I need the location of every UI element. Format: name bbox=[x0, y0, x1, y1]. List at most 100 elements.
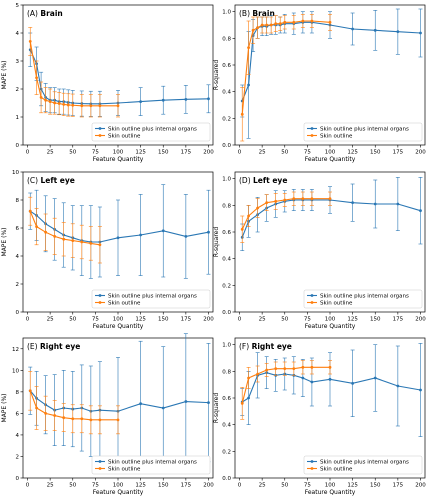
legend-entry: Skin outline bbox=[320, 301, 353, 307]
data-point bbox=[283, 198, 287, 202]
legend-swatch-marker bbox=[98, 460, 102, 463]
legend-swatch-marker bbox=[310, 301, 314, 304]
data-point bbox=[98, 243, 102, 247]
legend-entry: Skin outline bbox=[108, 134, 141, 140]
panel-F: 0 25 50 75 100 125 150 175 200 0.0 0.2 0.4 0.6 0.8 1.0… bbox=[213, 337, 426, 496]
data-point bbox=[260, 23, 264, 27]
y-tick-label: 1.0 bbox=[222, 177, 231, 183]
data-point bbox=[251, 28, 255, 32]
legend-box bbox=[303, 289, 423, 309]
y-axis-label: R-squared bbox=[213, 227, 220, 258]
y-tick-label: 0.4 bbox=[222, 423, 231, 429]
y-axis-label: MAPE (%) bbox=[1, 394, 8, 423]
y-tick-label: 0.4 bbox=[222, 257, 231, 263]
data-point bbox=[274, 199, 278, 203]
legend-box bbox=[91, 289, 211, 309]
series-line bbox=[241, 20, 331, 115]
x-tick-label: 200 bbox=[415, 317, 426, 323]
data-point bbox=[269, 23, 273, 27]
x-tick-label: 150 bbox=[370, 150, 381, 156]
y-tick-label: 0.2 bbox=[222, 449, 231, 455]
legend-box bbox=[303, 122, 423, 142]
data-point bbox=[80, 240, 84, 244]
data-point bbox=[44, 230, 48, 234]
x-tick-label: 200 bbox=[415, 483, 426, 489]
series-line bbox=[29, 210, 209, 243]
data-point bbox=[292, 197, 296, 201]
data-point bbox=[71, 417, 75, 421]
legend-swatch-marker bbox=[98, 467, 102, 470]
series-skin-outline-plus-internal-organs bbox=[240, 343, 423, 437]
data-point bbox=[62, 103, 66, 106]
data-point bbox=[98, 418, 102, 422]
panel-title-letter: (E) bbox=[27, 342, 40, 351]
data-point bbox=[28, 209, 32, 213]
data-point bbox=[373, 376, 377, 380]
x-tick-label: 150 bbox=[370, 317, 381, 323]
x-tick-label: 0 bbox=[238, 483, 242, 489]
data-point bbox=[283, 367, 287, 371]
data-point bbox=[207, 230, 210, 234]
data-point bbox=[283, 20, 287, 24]
x-axis-label: Feature Quantity bbox=[305, 323, 356, 330]
y-axis-label: MAPE (%) bbox=[1, 61, 8, 90]
y-tick-label: 0 bbox=[16, 143, 20, 149]
panel-title: (C) Left eye bbox=[27, 176, 75, 185]
x-tick-label: 25 bbox=[259, 483, 266, 489]
x-axis-label: Feature Quantity bbox=[305, 489, 356, 496]
y-tick-label: 3 bbox=[16, 59, 20, 65]
y-axis-label: R-squared bbox=[213, 60, 220, 91]
series-skin-outline bbox=[240, 360, 332, 420]
x-tick-label: 125 bbox=[135, 150, 146, 156]
x-tick-label: 200 bbox=[203, 317, 214, 323]
data-point bbox=[98, 104, 102, 108]
data-point bbox=[66, 103, 70, 107]
data-point bbox=[247, 46, 250, 50]
legend-swatch-marker bbox=[98, 301, 102, 304]
panel-title: (F) Right eye bbox=[239, 342, 292, 351]
data-point bbox=[35, 76, 38, 80]
x-tick-label: 75 bbox=[92, 150, 99, 156]
data-point bbox=[278, 22, 282, 26]
data-point bbox=[80, 104, 84, 108]
y-tick-label: 0.2 bbox=[222, 116, 231, 122]
panel-title: (E) Right eye bbox=[27, 342, 80, 351]
x-tick-label: 175 bbox=[181, 483, 192, 489]
y-tick-label: 0.8 bbox=[222, 203, 231, 209]
data-point bbox=[240, 227, 244, 231]
data-point bbox=[71, 103, 75, 107]
data-point bbox=[48, 100, 52, 103]
x-tick-label: 25 bbox=[259, 150, 266, 156]
data-point bbox=[247, 396, 250, 400]
x-axis-label: Feature Quantity bbox=[93, 323, 144, 330]
data-point bbox=[292, 367, 296, 371]
series-line bbox=[241, 366, 330, 404]
data-point bbox=[351, 381, 355, 385]
x-tick-label: 50 bbox=[69, 483, 76, 489]
data-point bbox=[240, 401, 244, 405]
y-tick-label: 12 bbox=[12, 347, 19, 353]
data-point bbox=[301, 197, 305, 201]
y-tick-label: 0 bbox=[16, 476, 20, 482]
series-line bbox=[29, 390, 118, 421]
series-line bbox=[29, 390, 209, 412]
x-tick-label: 125 bbox=[135, 483, 146, 489]
data-point bbox=[396, 30, 400, 34]
series-skin-outline-plus-internal-organs bbox=[240, 177, 423, 251]
y-tick-label: 8 bbox=[16, 390, 20, 396]
data-point bbox=[207, 97, 210, 101]
x-tick-label: 150 bbox=[370, 483, 381, 489]
legend-swatch-marker bbox=[310, 467, 314, 470]
y-tick-label: 10 bbox=[12, 368, 19, 374]
legend-swatch-marker bbox=[98, 127, 102, 130]
x-tick-label: 100 bbox=[113, 317, 124, 323]
data-point bbox=[265, 368, 269, 372]
legend-swatch-marker bbox=[98, 294, 102, 297]
y-tick-label: 0.0 bbox=[222, 143, 231, 149]
x-tick-label: 0 bbox=[238, 317, 242, 323]
y-tick-label: 5 bbox=[16, 3, 20, 9]
x-tick-label: 125 bbox=[135, 317, 146, 323]
